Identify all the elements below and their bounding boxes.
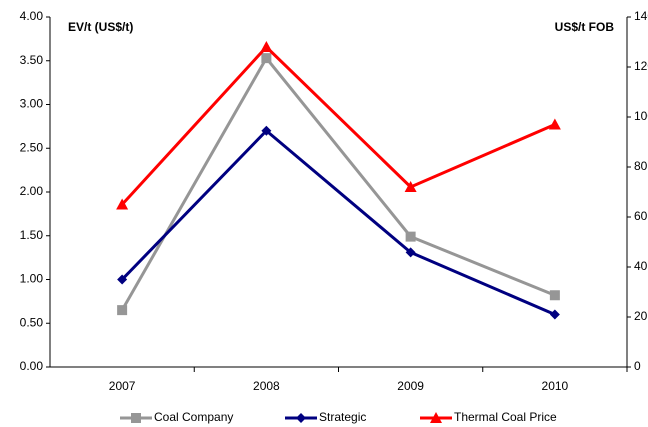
x-tick-label: 2010: [542, 379, 569, 393]
legend-marker: [430, 412, 442, 423]
y-axis-label: EV/t (US$/t): [68, 20, 133, 34]
y-tick-label: 4.00: [20, 9, 44, 23]
y-tick-label: 2.50: [20, 140, 44, 154]
x-tick-label: 2007: [109, 379, 136, 393]
data-point: [405, 231, 416, 242]
data-point: [261, 125, 272, 136]
y2-tick-label: 100: [634, 109, 648, 123]
y-tick-label: 2.00: [20, 184, 44, 198]
series-line: [121, 128, 556, 316]
y2-axis-label: US$/t FOB: [555, 20, 615, 34]
series-line: [121, 44, 556, 206]
data-point: [404, 181, 417, 192]
y-tick-label: 3.50: [20, 53, 44, 67]
y2-tick-label: 60: [634, 209, 648, 223]
data-point: [549, 290, 560, 301]
x-tick-label: 2008: [253, 379, 280, 393]
data-point: [548, 118, 561, 130]
data-point: [117, 274, 128, 285]
data-point: [261, 53, 272, 64]
data-point: [116, 198, 129, 210]
y2-tick-label: 120: [634, 59, 648, 73]
y2-tick-label: 80: [634, 159, 648, 173]
y2-tick-label: 140: [634, 9, 648, 23]
y2-tick-label: 0: [634, 359, 641, 373]
y2-tick-label: 20: [634, 309, 648, 323]
y-tick-label: 0.00: [20, 359, 44, 373]
data-point: [549, 309, 560, 320]
x-tick-label: 2009: [397, 379, 424, 393]
series-line: [120, 55, 556, 311]
y-tick-label: 1.00: [20, 272, 44, 286]
y2-tick-label: 40: [634, 259, 648, 273]
legend-label: Strategic: [319, 410, 366, 424]
data-point: [260, 41, 273, 52]
legend-marker: [131, 413, 141, 423]
legend-marker: [296, 413, 306, 423]
data-point: [117, 305, 128, 316]
legend-label: Thermal Coal Price: [454, 410, 557, 424]
y-tick-label: 0.50: [20, 315, 44, 329]
legend-label: Coal Company: [154, 410, 233, 424]
data-point: [405, 247, 416, 258]
y-tick-label: 1.50: [20, 228, 44, 242]
y-tick-label: 3.00: [20, 97, 44, 111]
